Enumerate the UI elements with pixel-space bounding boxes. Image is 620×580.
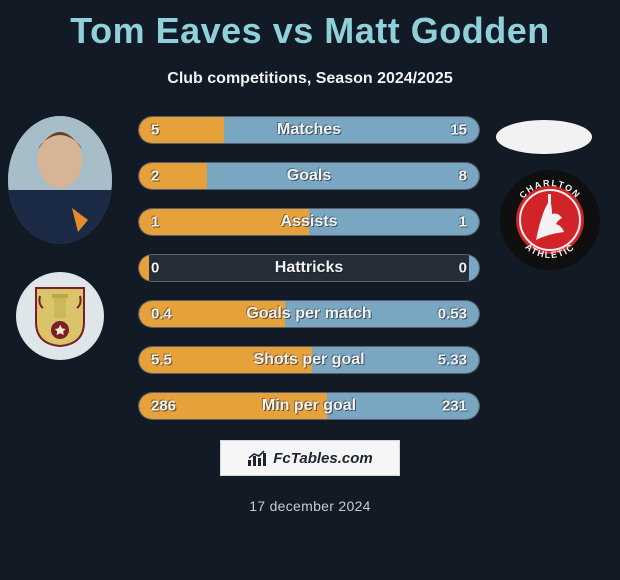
stat-value-left: 0 (151, 260, 159, 277)
chart-icon (247, 449, 269, 467)
stat-value-right: 1 (459, 214, 467, 231)
stat-row: 0 Hattricks 0 (138, 254, 480, 282)
stat-value-right: 8 (459, 168, 467, 185)
page-subtitle: Club competitions, Season 2024/2025 (0, 70, 620, 88)
stat-row: 5.5 Shots per goal 5.33 (138, 346, 480, 374)
stat-value-right: 5.33 (438, 352, 467, 369)
stat-bar-left (139, 163, 207, 189)
footer-brand-text: FcTables.com (273, 450, 372, 467)
stat-row: 2 Goals 8 (138, 162, 480, 190)
stat-bar-right (207, 163, 479, 189)
page-title: Tom Eaves vs Matt Godden (0, 0, 620, 52)
stat-row: 5 Matches 15 (138, 116, 480, 144)
player-left-avatar (8, 116, 112, 244)
comparison-date: 17 december 2024 (249, 498, 371, 514)
club-crest-left (16, 272, 104, 360)
stat-bars: 5 Matches 15 2 Goals 8 1 Assists 1 0 Hattricks 0 0.4… (138, 116, 480, 438)
stat-bar-right (469, 255, 479, 281)
stat-label: Min per goal (262, 397, 356, 415)
stat-row: 286 Min per goal 231 (138, 392, 480, 420)
stat-label: Hattricks (275, 259, 343, 277)
stat-value-right: 0 (459, 260, 467, 277)
stat-value-left: 5 (151, 122, 159, 139)
stat-label: Shots per goal (253, 351, 364, 369)
stat-label: Goals per match (246, 305, 371, 323)
stat-bar-left (139, 255, 149, 281)
stat-value-left: 286 (151, 398, 176, 415)
stat-bar-right (224, 117, 479, 143)
club-oval-right (496, 120, 592, 154)
footer-brand-badge: FcTables.com (220, 440, 400, 476)
stat-row: 0.4 Goals per match 0.53 (138, 300, 480, 328)
stat-row: 1 Assists 1 (138, 208, 480, 236)
stat-value-left: 1 (151, 214, 159, 231)
stat-value-left: 5.5 (151, 352, 172, 369)
stat-value-left: 0.4 (151, 306, 172, 323)
stat-value-right: 0.53 (438, 306, 467, 323)
stat-label: Goals (287, 167, 331, 185)
club-crest-right: CHARLTON ATHLETIC (500, 170, 600, 270)
stat-value-right: 15 (450, 122, 467, 139)
stat-label: Matches (277, 121, 341, 139)
stat-value-right: 231 (442, 398, 467, 415)
stat-value-left: 2 (151, 168, 159, 185)
stat-label: Assists (281, 213, 338, 231)
